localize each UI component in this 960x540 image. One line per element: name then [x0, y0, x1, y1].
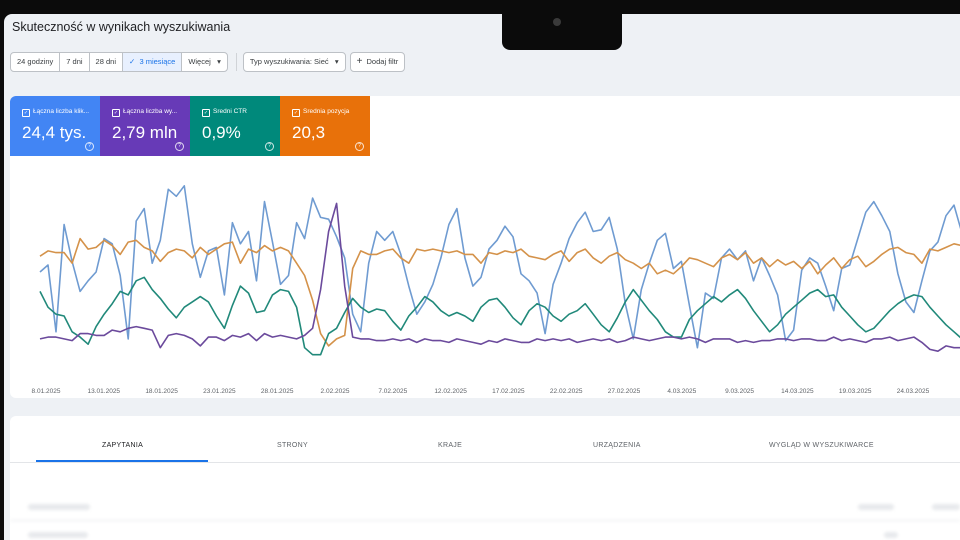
checkbox-icon: ✓	[22, 109, 30, 117]
add-filter-label: Dodaj filtr	[366, 57, 399, 66]
metric-value: 2,79 mln	[112, 123, 178, 142]
chevron-down-icon: ▾	[217, 57, 221, 66]
tab-pages[interactable]: STRONY	[277, 442, 308, 449]
search-console-screen: Skuteczność w wynikach wyszukiwania 24 g…	[4, 14, 960, 540]
series-line-1	[39, 237, 960, 347]
x-tick-label: 14.03.2025	[781, 388, 814, 395]
x-tick-label: 24.03.2025	[897, 388, 930, 395]
blurred-table-cell	[884, 532, 898, 538]
tab-search-appearance[interactable]: WYGLĄD W WYSZUKIWARCE	[769, 442, 874, 449]
metric-value: 20,3	[292, 123, 326, 142]
x-tick-label: 2.02.2025	[321, 388, 350, 395]
add-filter-button[interactable]: + Dodaj filtr	[349, 52, 406, 72]
dimension-tabs-panel: ZAPYTANIA STRONY KRAJE URZĄDZENIA WYGLĄD…	[10, 416, 960, 540]
metric-card-clicks[interactable]: ✓ Łączna liczba klik... 24,4 tys. ?	[10, 96, 100, 156]
blurred-table-row	[28, 532, 88, 538]
table-divider	[10, 520, 960, 521]
x-tick-label: 22.02.2025	[550, 388, 583, 395]
x-tick-label: 12.02.2025	[434, 388, 467, 395]
blurred-column-header	[858, 504, 894, 510]
range-28d-button[interactable]: 28 dni	[90, 53, 123, 71]
tab-queries[interactable]: ZAPYTANIA	[102, 442, 144, 449]
x-tick-label: 17.02.2025	[492, 388, 525, 395]
checkbox-icon: ✓	[112, 109, 120, 117]
x-tick-label: 9.03.2025	[725, 388, 754, 395]
range-24h-button[interactable]: 24 godziny	[11, 53, 61, 71]
metric-card-position[interactable]: ✓ Średnia pozycja 20,3 ?	[280, 96, 370, 156]
tab-countries[interactable]: KRAJE	[438, 442, 463, 449]
help-icon[interactable]: ?	[175, 142, 184, 151]
help-icon[interactable]: ?	[355, 142, 364, 151]
x-tick-label: 18.01.2025	[145, 388, 178, 395]
performance-chart: 8.01.2025 13.01.2025 18.01.2025 23.01.2025 2…	[32, 184, 960, 395]
plus-icon: +	[356, 56, 363, 67]
filter-toolbar: 24 godziny 7 dni 28 dni ✓ 3 miesiące Wię…	[10, 52, 406, 72]
tab-devices[interactable]: URZĄDZENIA	[593, 442, 641, 449]
x-tick-label: 19.03.2025	[839, 388, 872, 395]
checkbox-icon: ✓	[292, 109, 300, 117]
page-title: Skuteczność w wynikach wyszukiwania	[12, 20, 231, 34]
performance-panel: ✓ Łączna liczba klik... 24,4 tys. ? ✓ Łącz…	[10, 96, 960, 398]
metric-label: ✓ Średnia pozycja	[292, 108, 350, 117]
help-icon[interactable]: ?	[265, 142, 274, 151]
x-tick-label: 4.03.2025	[667, 388, 696, 395]
toolbar-divider	[235, 53, 237, 71]
x-tick-label: 13.01.2025	[88, 388, 121, 395]
range-more-label: Więcej	[188, 57, 211, 66]
blurred-column-header	[28, 504, 90, 510]
range-3m-label: 3 miesiące	[139, 57, 176, 66]
x-tick-label: 27.02.2025	[608, 388, 641, 395]
series-line-0	[39, 184, 960, 349]
x-tick-label: 7.02.2025	[378, 388, 407, 395]
camera-icon	[553, 18, 561, 26]
x-tick-label: 28.01.2025	[261, 388, 294, 395]
blurred-column-header	[932, 504, 960, 510]
x-tick-label: 8.01.2025	[32, 388, 61, 395]
metric-cards: ✓ Łączna liczba klik... 24,4 tys. ? ✓ Łącz…	[10, 96, 370, 156]
date-range-selector: 24 godziny 7 dni 28 dni ✓ 3 miesiące Wię…	[10, 52, 228, 72]
metric-label: ✓ Łączna liczba wy...	[112, 108, 178, 117]
range-7d-button[interactable]: 7 dni	[60, 53, 90, 71]
metric-card-ctr[interactable]: ✓ Średni CTR 0,9% ?	[190, 96, 280, 156]
check-icon: ✓	[128, 57, 136, 66]
x-tick-label: 23.01.2025	[203, 388, 236, 395]
help-icon[interactable]: ?	[85, 142, 94, 151]
camera-notch	[502, 14, 622, 50]
series-line-3	[39, 202, 960, 352]
metric-value: 0,9%	[202, 123, 241, 142]
checkbox-icon: ✓	[202, 109, 210, 117]
range-more-dropdown[interactable]: Więcej ▾	[182, 53, 227, 71]
metric-label: ✓ Łączna liczba klik...	[22, 108, 89, 117]
metric-label: ✓ Średni CTR	[202, 108, 247, 117]
active-tab-indicator	[36, 460, 208, 462]
metric-value: 24,4 tys.	[22, 123, 87, 142]
search-type-label: Typ wyszukiwania: Sieć	[249, 57, 329, 66]
series-line-2	[39, 276, 960, 356]
search-type-filter[interactable]: Typ wyszukiwania: Sieć ▾	[242, 52, 346, 72]
dimension-tabs: ZAPYTANIA STRONY KRAJE URZĄDZENIA WYGLĄD…	[10, 416, 960, 463]
metric-card-impressions[interactable]: ✓ Łączna liczba wy... 2,79 mln ?	[100, 96, 190, 156]
range-3m-button[interactable]: ✓ 3 miesiące	[122, 53, 183, 71]
chevron-down-icon: ▾	[334, 57, 339, 66]
